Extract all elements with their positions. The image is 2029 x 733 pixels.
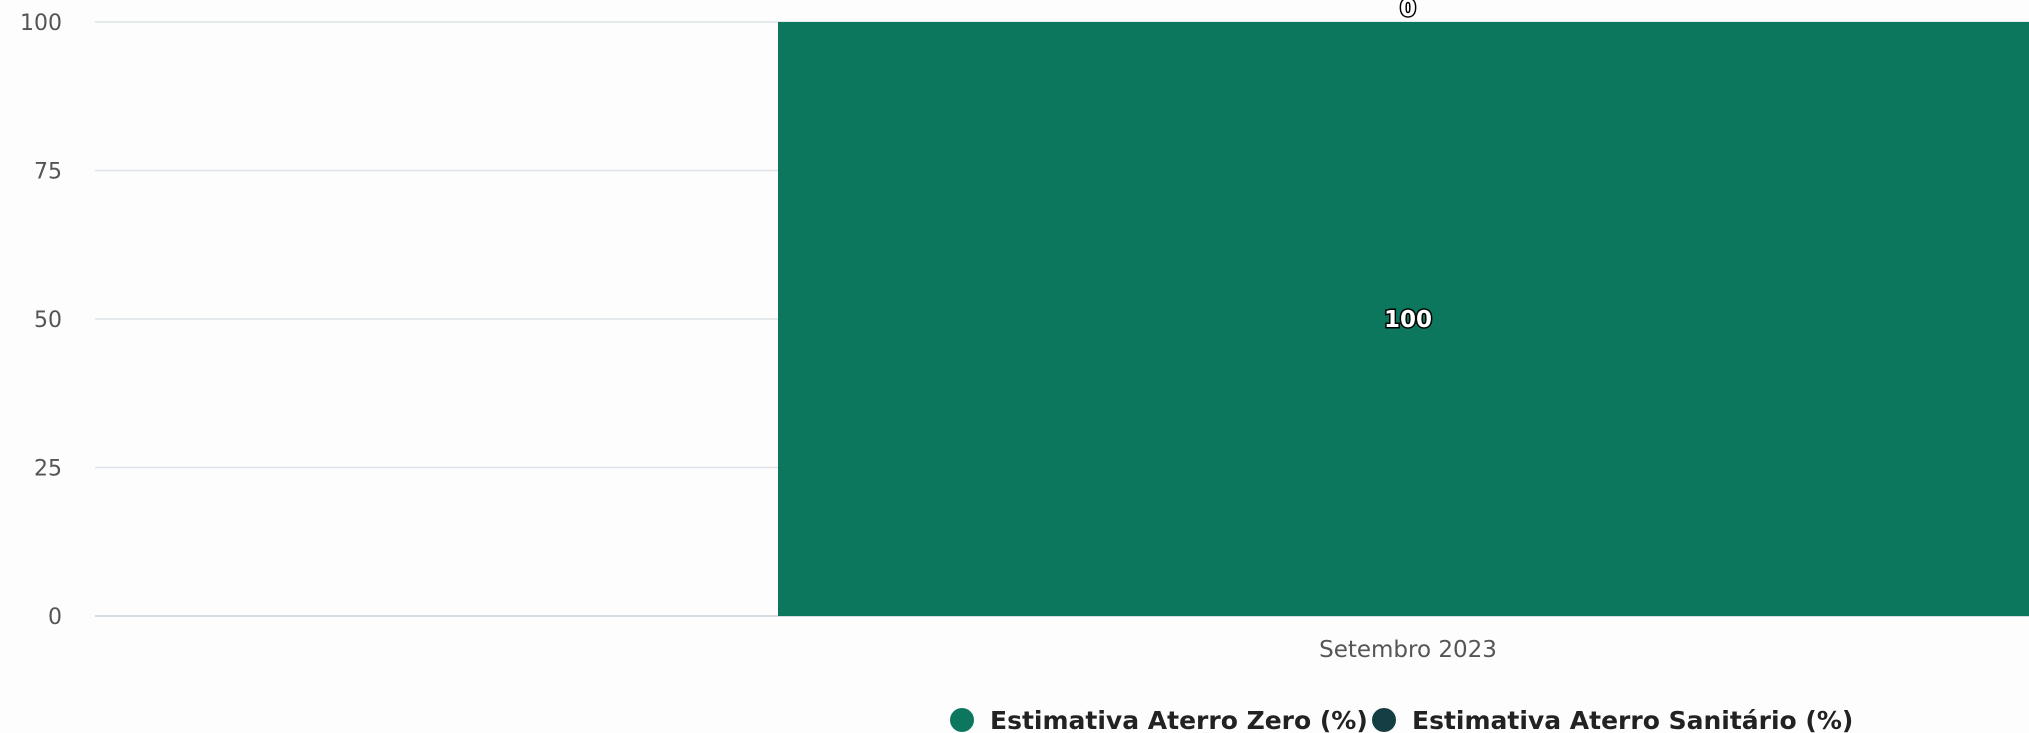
legend-label: Estimativa Aterro Sanitário (%) <box>1412 706 1853 733</box>
data-label: 0 <box>1400 0 1416 22</box>
bar-aterro-zero <box>778 22 2029 616</box>
x-tick-label: Setembro 2023 <box>1319 637 1497 663</box>
legend-marker-icon <box>950 708 974 732</box>
legend[interactable]: Estimativa Aterro Zero (%) Estimativa Ate… <box>950 706 1853 733</box>
y-axis-ticks: 0 25 50 75 100 <box>20 11 62 630</box>
y-tick-label: 50 <box>34 308 62 333</box>
data-label: 100 <box>1384 307 1432 333</box>
y-tick-label: 25 <box>34 457 62 482</box>
y-tick-label: 100 <box>20 11 62 36</box>
y-tick-label: 0 <box>48 605 62 630</box>
legend-marker-icon <box>1372 708 1396 732</box>
legend-item[interactable]: Estimativa Aterro Sanitário (%) <box>1372 706 1853 733</box>
data-labels: 100 0 <box>1382 0 1433 335</box>
legend-label: Estimativa Aterro Zero (%) <box>990 706 1368 733</box>
legend-item[interactable]: Estimativa Aterro Zero (%) <box>950 706 1368 733</box>
x-axis: Setembro 2023 <box>1319 637 1497 663</box>
y-tick-label: 75 <box>34 160 62 185</box>
bars <box>778 22 2029 616</box>
